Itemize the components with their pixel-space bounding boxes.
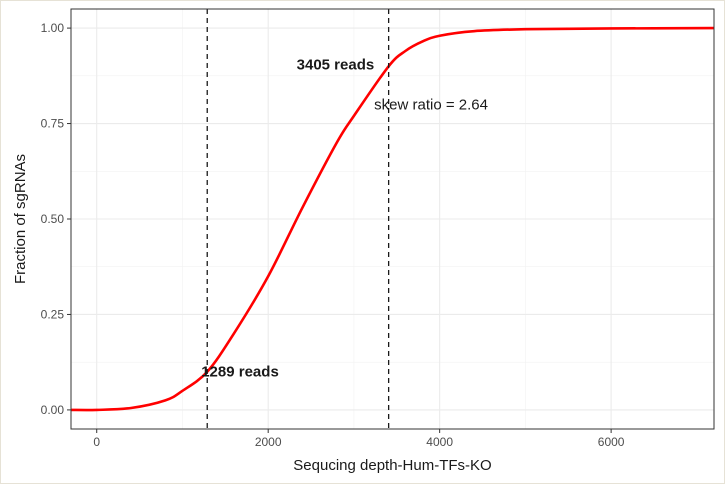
grid-major — [71, 9, 714, 429]
y-axis-title: Fraction of sgRNAs — [12, 154, 29, 284]
x-tick-label: 2000 — [255, 435, 282, 449]
threshold-label: 3405 reads — [297, 56, 375, 73]
x-tick-label: 4000 — [426, 435, 453, 449]
x-tick-label: 6000 — [598, 435, 625, 449]
skew-ratio-annotation: skew ratio = 2.64 — [374, 96, 488, 113]
threshold-label: 1289 reads — [201, 364, 279, 381]
vline-layer: 1289 reads 3405 reads — [201, 9, 390, 429]
y-tick-label: 0.25 — [41, 307, 65, 321]
series-layer — [70, 26, 715, 412]
y-axis: 0.00 0.25 0.50 0.75 1.00 — [41, 21, 71, 417]
x-axis: 0 2000 4000 6000 — [93, 429, 625, 449]
y-tick-label: 0.50 — [41, 212, 65, 226]
y-tick-label: 1.00 — [41, 21, 65, 35]
annotation-layer: skew ratio = 2.64 — [374, 96, 488, 113]
plot-panel: 1289 reads 3405 reads skew ratio = 2.64 — [70, 8, 715, 430]
x-tick-label: 0 — [93, 435, 100, 449]
cumulative-curve — [70, 26, 715, 412]
y-tick-label: 0.75 — [41, 117, 65, 131]
y-tick-label: 0.00 — [41, 403, 65, 417]
x-axis-title: Sequcing depth-Hum-TFs-KO — [293, 457, 491, 474]
